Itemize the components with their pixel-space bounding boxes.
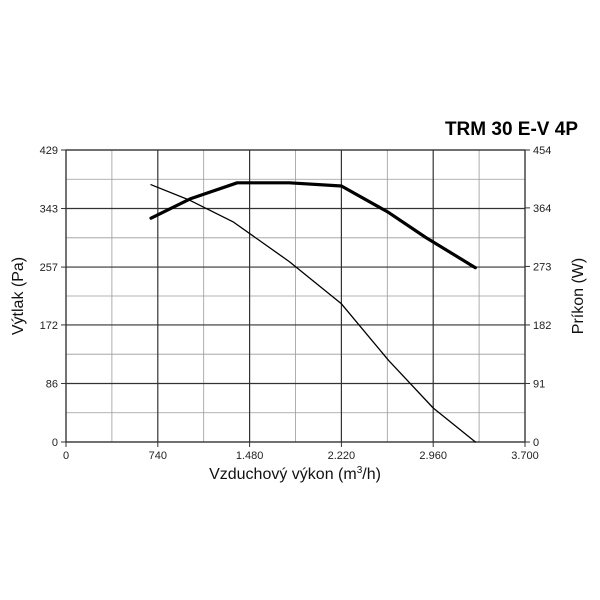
- x-tick-label: 1.480: [236, 450, 264, 462]
- x-axis-label-main: Vzduchový výkon (m: [209, 466, 357, 483]
- y2-tick-label: 364: [533, 203, 551, 215]
- grid-minor: [66, 150, 525, 442]
- x-tick-label: 2.960: [419, 450, 447, 462]
- x-axis-label: Vzduchový výkon (m3/h): [209, 465, 381, 483]
- y-tick-label: 0: [52, 437, 58, 449]
- y2-tick-label: 182: [533, 320, 551, 332]
- y2-tick-label: 273: [533, 261, 551, 273]
- x-axis-label-end: /h): [362, 466, 381, 483]
- y2-axis-ticks: 0 91 182 273 364 454: [525, 145, 551, 449]
- y-axis-ticks: 0 86 172 257 343 429: [40, 145, 66, 449]
- pressure-curve-line: [150, 184, 477, 443]
- y-tick-label: 172: [40, 320, 58, 332]
- y2-axis-label: Príkon (W): [570, 258, 587, 334]
- y-tick-label: 257: [40, 262, 58, 274]
- x-axis-label-sup: 3: [357, 465, 363, 476]
- x-tick-label: 3.700: [511, 450, 539, 462]
- x-tick-label: 0: [63, 450, 69, 462]
- y-axis-label: Výtlak (Pa): [10, 257, 27, 335]
- y-tick-label: 429: [40, 145, 58, 157]
- x-tick-label: 2.220: [328, 450, 356, 462]
- y2-tick-label: 0: [533, 437, 539, 449]
- x-tick-label: 740: [149, 450, 167, 462]
- y-tick-label: 343: [40, 204, 58, 216]
- plot-area-border: [65, 149, 526, 443]
- chart-title: TRM 30 E-V 4P: [445, 119, 578, 140]
- y-tick-label: 86: [46, 378, 58, 390]
- x-axis-ticks: 0 740 1.480 2.220 2.960 3.700: [63, 442, 539, 462]
- series-layer: [149, 181, 477, 443]
- y2-tick-label: 454: [533, 145, 551, 157]
- y2-tick-label: 91: [533, 378, 545, 390]
- power-curve-line: [149, 181, 477, 270]
